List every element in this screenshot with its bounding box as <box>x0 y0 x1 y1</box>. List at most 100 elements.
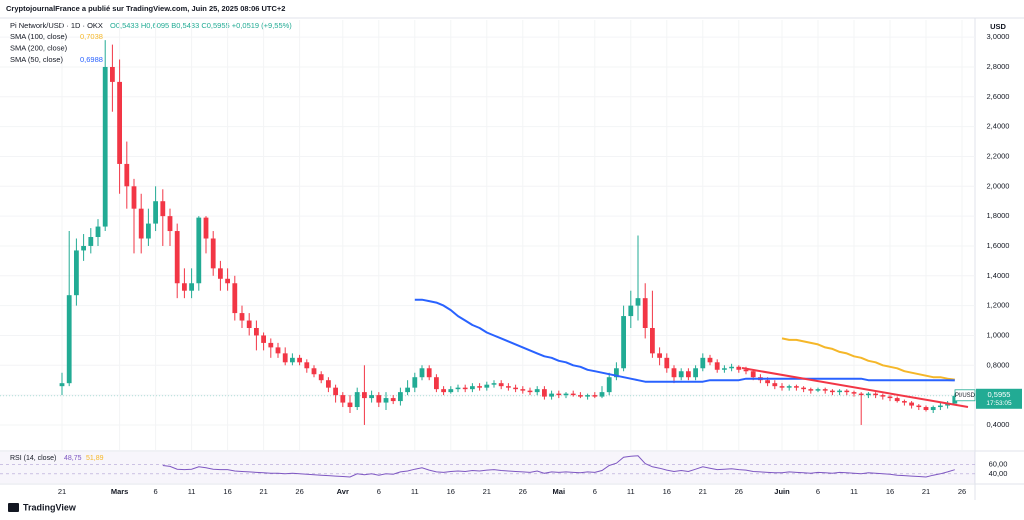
x-tick-label: Mars <box>111 487 129 496</box>
y-tick-label: 1,6000 <box>987 241 1010 250</box>
candle-body <box>354 392 360 408</box>
candle-body <box>801 387 806 390</box>
candle-body <box>520 389 526 391</box>
candle-body <box>578 395 583 397</box>
x-tick-label: 11 <box>850 487 858 496</box>
x-tick-label: 6 <box>154 487 158 496</box>
candle-body <box>412 377 418 388</box>
candle-body <box>794 386 799 388</box>
brand-name: TradingView <box>23 502 77 512</box>
candle-body <box>707 357 713 363</box>
candle-body <box>225 278 230 284</box>
price-tag-countdown: 17:53:05 <box>986 400 1012 407</box>
legend-value: 0,6988 <box>80 55 103 64</box>
candle-body <box>635 298 641 306</box>
candle-body <box>678 371 684 378</box>
candle-body <box>462 387 468 390</box>
y-tick-label: 2,4000 <box>987 122 1010 131</box>
price-tag-value: 0,5955 <box>988 390 1011 399</box>
candle-body <box>534 389 540 393</box>
candle-body <box>585 395 590 397</box>
symbol: Pi Network/USD · 1D · OKX <box>10 21 103 30</box>
candle-body <box>261 335 266 343</box>
candle-body <box>664 357 670 369</box>
x-tick-label: 6 <box>816 487 820 496</box>
attribution: CryptojournalFrance a publié sur Trading… <box>6 4 285 13</box>
candle-body <box>786 386 792 388</box>
candle-body <box>182 283 187 291</box>
y-tick-label: 0,4000 <box>987 420 1010 429</box>
candle-body <box>765 380 770 384</box>
candle-body <box>815 389 821 391</box>
x-tick-label: 16 <box>663 487 671 496</box>
y-tick-label: 0,8000 <box>987 360 1010 369</box>
candle-body <box>59 383 65 387</box>
candle-body <box>714 362 720 370</box>
candle-body <box>448 389 454 393</box>
currency: USD <box>990 22 1006 31</box>
x-tick-label: Avr <box>337 487 349 496</box>
candle-body <box>304 362 310 369</box>
candle-body <box>642 298 648 328</box>
y-tick-label: 2,6000 <box>987 92 1010 101</box>
indicator-background <box>0 452 975 483</box>
y-tick-label: 1,8000 <box>987 211 1010 220</box>
x-tick-label: 26 <box>735 487 743 496</box>
candle-body <box>477 386 482 388</box>
candle-body <box>254 327 259 336</box>
candle-body <box>297 357 302 363</box>
sma-line <box>414 298 955 383</box>
candle-body <box>290 357 295 363</box>
candle-body <box>722 368 727 370</box>
price-axis-strip <box>975 18 1024 484</box>
candle-body <box>779 386 785 388</box>
candle-body <box>189 283 194 291</box>
legend-label: SMA (100, close) <box>10 32 68 41</box>
x-tick-label: 11 <box>411 487 419 496</box>
candle-body <box>246 320 252 328</box>
brand-logo <box>8 503 19 512</box>
y-tick-label: 1,2000 <box>987 301 1010 310</box>
x-tick-label: 16 <box>223 487 231 496</box>
candle-body <box>844 390 850 393</box>
candle-body <box>822 389 828 391</box>
candle-body <box>657 353 662 358</box>
candle-body <box>196 217 202 284</box>
candle-body <box>275 347 281 354</box>
candle-body <box>318 374 324 381</box>
candle-body <box>830 390 835 393</box>
trend-line-drawing <box>741 367 969 408</box>
candle-body <box>153 201 158 224</box>
candle-body <box>95 226 101 238</box>
candle-body <box>592 395 598 397</box>
candle-body <box>527 390 533 393</box>
y-tick-label: 1,4000 <box>987 271 1010 280</box>
candle-body <box>599 392 605 397</box>
indicator-ma-value: 51,89 <box>86 455 104 462</box>
candle-body <box>916 405 922 408</box>
x-tick-label: 16 <box>447 487 455 496</box>
candle-body <box>894 398 900 402</box>
candle-body <box>866 393 871 396</box>
candle-body <box>174 231 180 284</box>
candle-body <box>563 393 569 396</box>
candle-body <box>326 380 331 388</box>
candle-body <box>686 371 691 378</box>
rsi-line <box>162 455 955 478</box>
candle-body <box>542 389 547 397</box>
candle-body <box>441 389 446 393</box>
legend-label: SMA (200, close) <box>10 43 68 52</box>
candle-body <box>398 392 403 402</box>
indicator-value: 48,75 <box>64 455 82 462</box>
candle-body <box>851 392 857 394</box>
candle-body <box>347 402 353 408</box>
candle-body <box>628 305 634 317</box>
candle-body <box>232 283 238 314</box>
candle-body <box>117 81 122 164</box>
brand: TradingView <box>8 502 77 512</box>
candle-body <box>138 208 144 239</box>
indicator-name: RSI (14, close) <box>10 455 56 462</box>
candle-body <box>729 366 734 369</box>
candle-body <box>930 407 936 411</box>
